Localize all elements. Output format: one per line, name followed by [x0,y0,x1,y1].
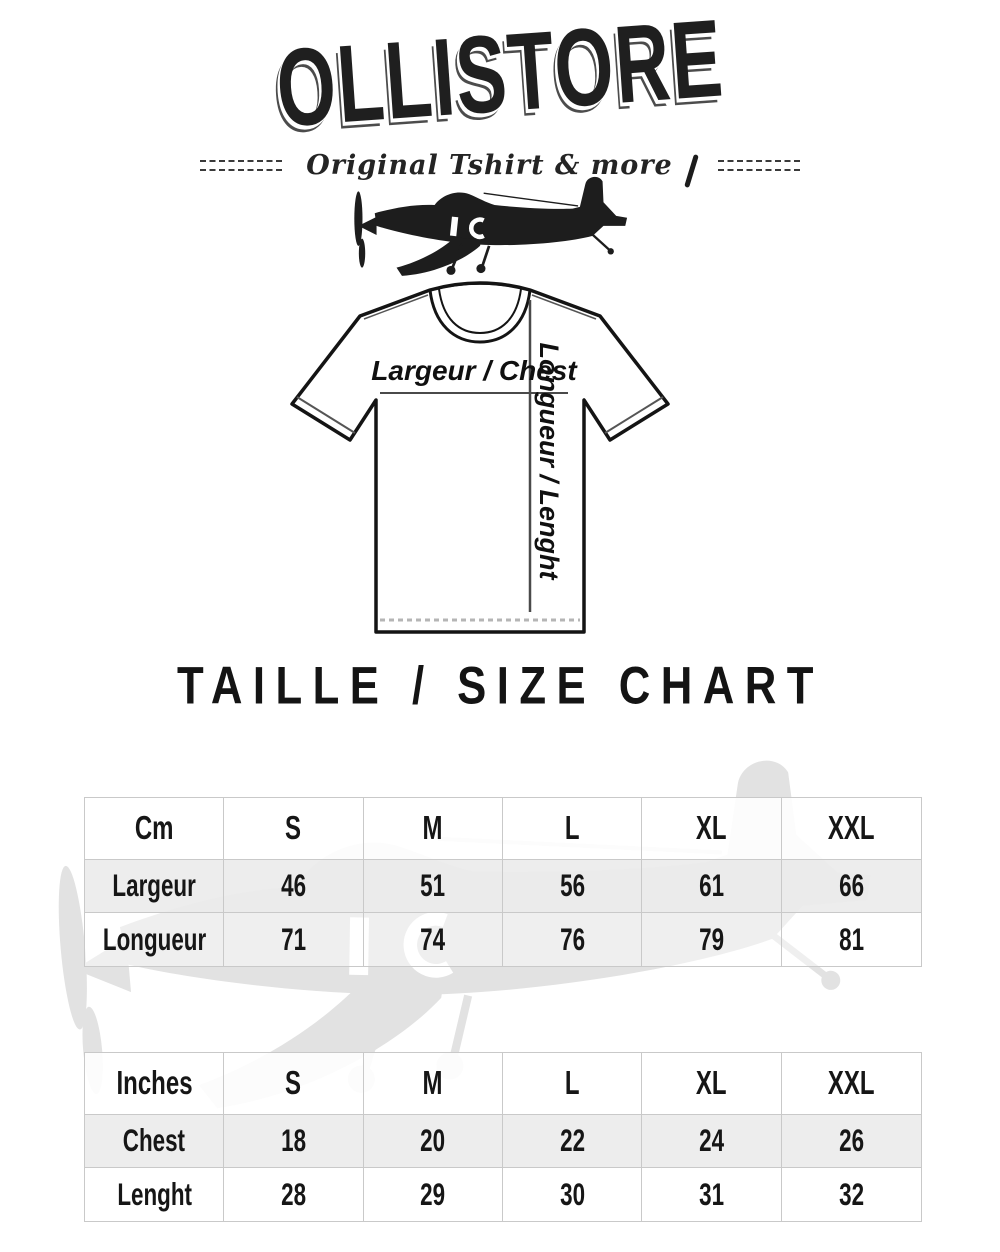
table-cell: 51 [363,860,503,913]
table-cell: 76 [502,913,643,966]
table-cell: 61 [642,860,782,913]
in-lenght-l: 30 [559,1176,585,1212]
cm-header-l-text: L [564,809,580,847]
table-cell: 30 [502,1168,643,1221]
in-header-xl-text: XL [696,1064,727,1102]
brand-tagline: Original Tshirt & more [306,149,673,181]
in-header-xxl: XXL [781,1053,921,1115]
cm-header-xxl: XXL [781,798,921,860]
tagline-left-dashes [200,159,283,171]
tagline-right-dashes [717,159,800,171]
in-header-l-text: L [564,1064,580,1102]
in-row-chest-label: Chest [85,1115,225,1168]
page-title: TAILLE / SIZE CHART [176,655,824,715]
in-lenght-m: 29 [420,1176,446,1212]
cm-header-s-text: S [285,809,302,847]
table-cell: 71 [224,913,364,966]
in-row-lenght-label: Lenght [85,1168,225,1221]
in-chest-l: 22 [559,1123,585,1158]
cm-row-largeur-label: Largeur [85,860,225,913]
cm-header-m-text: M [422,809,443,847]
cm-header-s: S [224,798,364,860]
table-cell: 22 [502,1115,643,1168]
in-lenght-label-text: Lenght [116,1176,192,1212]
tshirt-outline-icon: Largeur / Chest Longueur / Lenght [290,281,670,634]
table-cell: 46 [224,860,364,913]
in-header-s-text: S [285,1064,302,1102]
brand-logo-text: OLLISTORE [272,0,728,151]
table-cell: 56 [502,860,643,913]
in-header-xl: XL [642,1053,782,1115]
table-cell: 18 [224,1115,364,1168]
cm-longueur-label-text: Longueur [102,921,206,957]
cm-largeur-s: 46 [281,868,306,903]
page-title-row: TAILLE / SIZE CHART [0,655,1000,715]
table-cell: 32 [781,1168,921,1221]
brush-stroke-mark [683,154,699,188]
cm-longueur-s: 71 [281,921,306,957]
in-header-xxl-text: XXL [827,1064,875,1102]
table-cell: 24 [642,1115,782,1168]
in-chest-xl: 24 [699,1123,724,1158]
in-header-unit: Inches [85,1053,225,1115]
cm-largeur-l: 56 [559,868,585,903]
cm-header-l: L [502,798,643,860]
table-cell: 28 [224,1168,364,1221]
table-cell: 66 [781,860,921,913]
vintage-fighter-plane-icon [345,166,655,284]
table-cell: 81 [781,913,921,966]
in-lenght-s: 28 [281,1176,306,1212]
in-header-s: S [224,1053,364,1115]
size-table-inches: Inches S M L XL XXL Chest 18 20 22 24 26… [84,1052,922,1222]
cm-largeur-label-text: Largeur [112,868,196,903]
table-cell: 74 [363,913,503,966]
cm-header-xl: XL [642,798,782,860]
in-header-unit-text: Inches [116,1064,193,1102]
in-chest-label-text: Chest [123,1123,186,1158]
cm-header-unit-text: Cm [134,809,174,847]
in-chest-s: 18 [281,1123,306,1158]
chest-measure-label: Largeur / Chest [371,355,578,386]
brand-logo: OLLISTORE [0,0,1000,150]
cm-header-xxl-text: XXL [827,809,875,847]
size-table-cm: Cm S M L XL XXL Largeur 46 51 56 61 66 L… [84,797,922,967]
table-cell: 26 [781,1115,921,1168]
tshirt-measure-diagram: Largeur / Chest Longueur / Lenght [278,276,682,653]
cm-largeur-xxl: 66 [838,868,864,903]
cm-header-m: M [363,798,503,860]
cm-longueur-xl: 79 [699,921,724,957]
cm-header-xl-text: XL [696,809,727,847]
cm-row-longueur-label: Longueur [85,913,225,966]
table-cell: 29 [363,1168,503,1221]
in-chest-m: 20 [420,1123,446,1158]
in-chest-xxl: 26 [838,1123,864,1158]
brand-tagline-row: Original Tshirt & more [0,142,1000,188]
table-cell: 31 [642,1168,782,1221]
in-header-m-text: M [422,1064,443,1102]
cm-largeur-xl: 61 [699,868,724,903]
cm-longueur-l: 76 [559,921,585,957]
cm-longueur-m: 74 [420,921,446,957]
in-header-m: M [363,1053,503,1115]
in-header-l: L [502,1053,643,1115]
table-cell: 20 [363,1115,503,1168]
in-lenght-xl: 31 [699,1176,724,1212]
cm-longueur-xxl: 81 [838,921,864,957]
length-measure-label: Longueur / Lenght [534,343,564,581]
cm-header-unit: Cm [85,798,225,860]
cm-largeur-m: 51 [420,868,446,903]
table-cell: 79 [642,913,782,966]
in-lenght-xxl: 32 [838,1176,864,1212]
